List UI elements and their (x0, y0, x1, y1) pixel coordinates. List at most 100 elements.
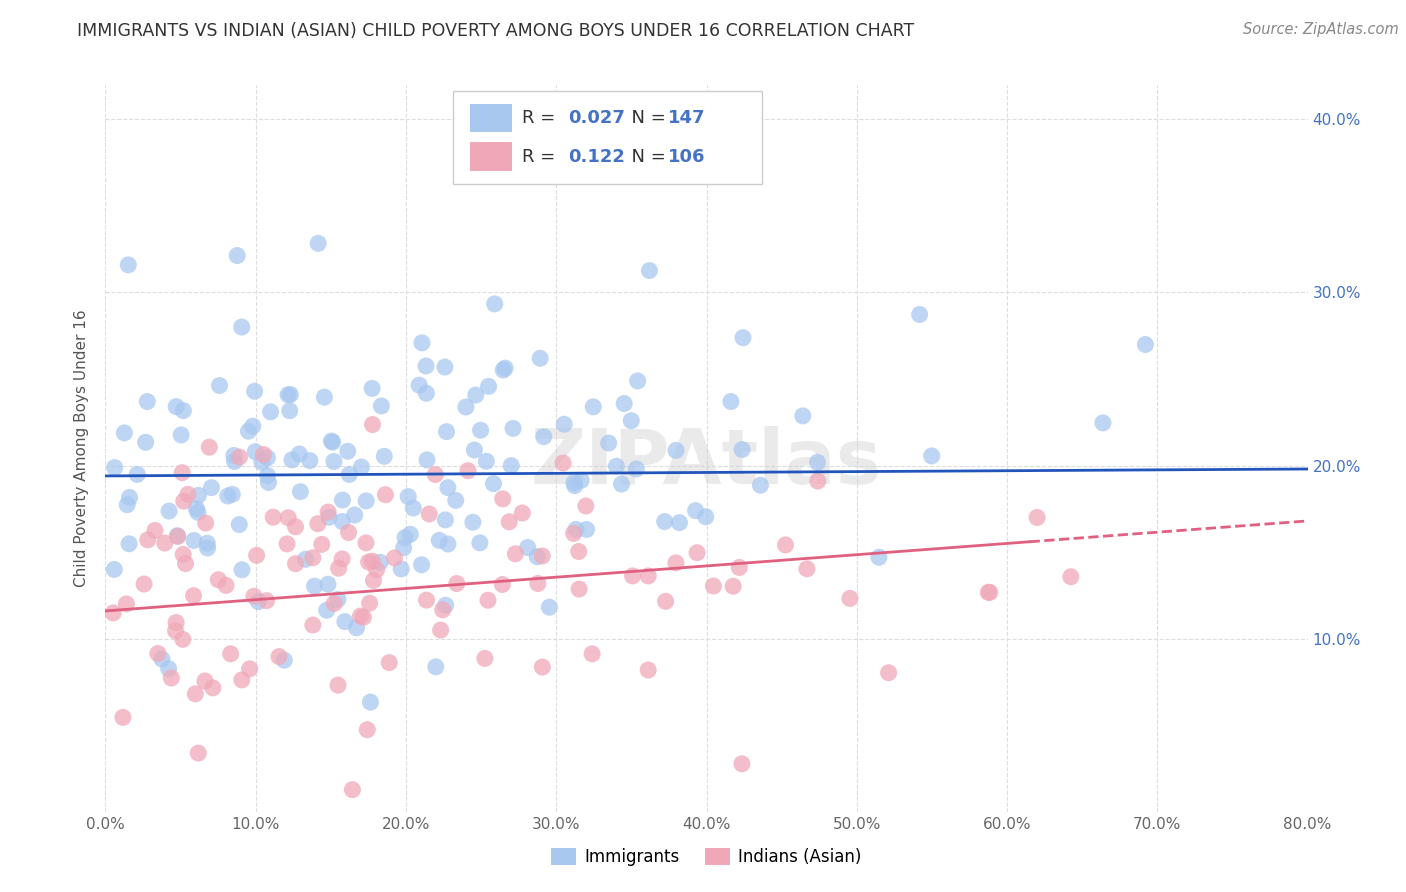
Point (284, 520, 307, 534)
Point (166, 529, 188, 543)
Text: N =: N = (620, 109, 672, 128)
Point (526, 549, 548, 564)
Point (529, 351, 551, 366)
Text: 147: 147 (668, 109, 706, 128)
Point (201, 681, 224, 695)
Point (361, 554, 384, 568)
Point (267, 649, 290, 664)
Point (1026, 510, 1049, 524)
Point (322, 454, 344, 468)
Point (665, 556, 688, 570)
Point (221, 487, 243, 501)
Point (228, 517, 250, 532)
Point (807, 474, 830, 488)
Point (468, 536, 491, 550)
Point (187, 746, 209, 760)
Point (484, 297, 506, 311)
Point (294, 552, 316, 566)
Point (470, 423, 492, 437)
Point (136, 394, 159, 409)
Point (564, 478, 586, 492)
Point (256, 450, 278, 465)
Point (568, 582, 591, 596)
Point (491, 577, 513, 591)
Point (598, 436, 620, 450)
Point (551, 456, 574, 470)
Point (343, 508, 366, 522)
Point (464, 388, 486, 402)
Point (731, 442, 754, 457)
Point (478, 379, 501, 393)
Point (197, 541, 219, 555)
Point (457, 464, 479, 478)
Point (314, 390, 336, 404)
Point (195, 536, 218, 550)
Point (333, 615, 356, 629)
Point (278, 403, 301, 417)
Point (157, 504, 180, 518)
Point (165, 624, 187, 638)
Point (361, 381, 384, 395)
Point (665, 443, 688, 458)
Point (280, 387, 302, 401)
Point (498, 515, 520, 529)
Point (160, 671, 183, 685)
Point (135, 435, 157, 450)
Text: 0.027: 0.027 (568, 109, 626, 128)
Point (183, 589, 205, 603)
Point (432, 603, 454, 617)
Point (273, 653, 295, 667)
Point (103, 562, 125, 576)
Point (411, 335, 433, 350)
Point (350, 460, 373, 475)
Point (361, 417, 384, 432)
Point (321, 434, 343, 448)
Point (977, 585, 1000, 599)
Point (146, 647, 169, 661)
Point (363, 574, 385, 588)
Point (194, 516, 217, 530)
Point (731, 756, 754, 771)
Point (494, 361, 516, 376)
Point (311, 537, 333, 551)
Point (349, 609, 371, 624)
Point (224, 454, 246, 468)
Point (1091, 416, 1114, 430)
Point (323, 597, 346, 611)
Point (581, 647, 603, 661)
Text: IMMIGRANTS VS INDIAN (ASIAN) CHILD POVERTY AMONG BOYS UNDER 16 CORRELATION CHART: IMMIGRANTS VS INDIAN (ASIAN) CHILD POVER… (77, 22, 914, 40)
Point (686, 546, 709, 560)
Point (838, 591, 860, 606)
Point (392, 541, 415, 555)
Point (247, 595, 270, 609)
Point (359, 596, 381, 610)
Point (531, 660, 554, 674)
Point (575, 523, 598, 537)
Point (231, 320, 253, 334)
Point (336, 444, 359, 458)
Legend: Immigrants, Indians (Asian): Immigrants, Indians (Asian) (544, 841, 869, 872)
Point (172, 466, 194, 480)
Point (562, 475, 585, 490)
Point (187, 505, 209, 519)
Point (118, 537, 141, 551)
Point (136, 533, 159, 547)
Point (437, 537, 460, 551)
Point (228, 450, 250, 464)
Point (720, 394, 742, 409)
Point (132, 577, 155, 591)
Point (427, 533, 450, 548)
Point (463, 442, 485, 457)
Point (685, 503, 707, 517)
Point (411, 558, 433, 572)
Point (226, 248, 249, 262)
Point (654, 594, 676, 608)
Point (359, 695, 381, 709)
Point (153, 536, 176, 550)
Point (177, 487, 200, 501)
Point (165, 615, 187, 630)
Point (115, 597, 138, 611)
Point (695, 509, 717, 524)
Text: 106: 106 (668, 148, 706, 166)
Point (908, 308, 931, 322)
